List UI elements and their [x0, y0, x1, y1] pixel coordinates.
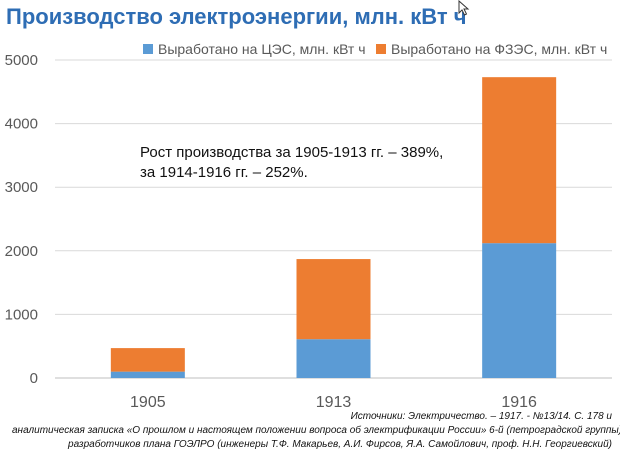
y-tick-label: 4000: [5, 116, 38, 133]
bar-1913-fzes: [296, 259, 371, 340]
legend: Выработано на ЦЭС, млн. кВт ч Выработано…: [143, 41, 607, 57]
y-tick-label: 1000: [5, 306, 38, 323]
x-tick-label: 1905: [130, 394, 166, 411]
chart-title: Производство электроэнергии, млн. кВт ч: [6, 4, 467, 29]
annotation-line-2: за 1914-1916 гг. – 252%.: [140, 164, 308, 181]
bar-1916-fzes: [482, 77, 557, 244]
y-tick-label: 0: [30, 370, 38, 387]
legend-swatch-tses: [143, 44, 153, 54]
y-tick-label: 3000: [5, 179, 38, 196]
source-line-1: Источники: Электричество. – 1917. - №13/…: [350, 411, 612, 422]
x-tick-label: 1916: [501, 394, 537, 411]
x-tick-labels: 1905 1913 1916: [130, 394, 537, 411]
bar-1905-tses: [110, 371, 185, 378]
x-tick-label: 1913: [316, 394, 352, 411]
annotation-line-1: Рост производства за 1905-1913 гг. – 389…: [140, 144, 443, 161]
source-line-2: аналитическая записка «О прошлом и насто…: [12, 425, 620, 436]
legend-label-fzes: Выработано на ФЗЭС, млн. кВт ч: [391, 41, 607, 57]
legend-swatch-fzes: [376, 44, 386, 54]
bars: [110, 77, 557, 378]
source-note: Источники: Электричество. – 1917. - №13/…: [12, 410, 620, 452]
mouse-cursor-icon: [458, 0, 470, 16]
annotation: Рост производства за 1905-1913 гг. – 389…: [140, 144, 443, 181]
y-tick-label: 5000: [5, 52, 38, 69]
bar-1913-tses: [296, 339, 371, 378]
bar-1905-fzes: [110, 348, 185, 372]
legend-label-tses: Выработано на ЦЭС, млн. кВт ч: [158, 41, 366, 57]
y-tick-label: 2000: [5, 243, 38, 260]
bar-1916-tses: [482, 243, 557, 378]
y-tick-labels: 0 1000 2000 3000 4000 5000: [5, 52, 38, 387]
source-line-3: разработчиков плана ГОЭЛРО (инженеры Т.Ф…: [68, 439, 612, 450]
